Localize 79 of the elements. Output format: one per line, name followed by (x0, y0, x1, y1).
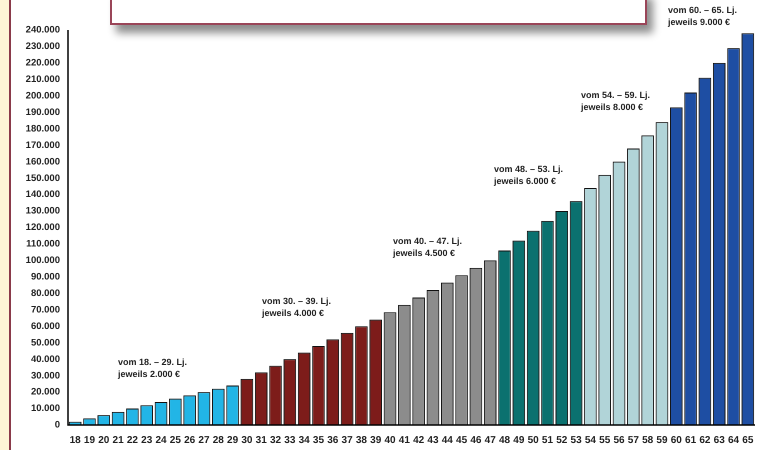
x-tick-label: 34 (298, 434, 310, 446)
x-tick-label: 39 (370, 434, 382, 446)
text: vom 60. – 65. Lj. jeweils 9.000 € (667, 4, 738, 27)
x-tick-label: 59 (656, 434, 668, 446)
x-tick-label: 62 (699, 434, 711, 446)
y-tick-label: 30.000 (30, 370, 60, 382)
x-tick-label: 29 (227, 434, 239, 446)
y-tick-label: 180.000 (26, 123, 60, 134)
y-tick-label: 100.000 (26, 255, 60, 266)
y-tick-label: 90.000 (30, 272, 60, 282)
x-tick-label: 42 (413, 434, 425, 446)
x-tick-label: 28 (212, 434, 224, 446)
x-tick-label: 55 (599, 434, 611, 446)
y-tick-label: 190.000 (26, 106, 60, 118)
y-tick-label: 150.000 (26, 172, 60, 184)
y-tick-label: 170.000 (26, 140, 60, 151)
x-tick-label: 33 (284, 434, 296, 446)
x-tick-label: 35 (312, 434, 324, 446)
x-tick-label: 64 (728, 434, 740, 446)
y-tick-label: 130.000 (26, 206, 60, 217)
x-tick-label: 53 (570, 434, 582, 446)
annotation: vom 54. – 59. Lj. jeweils 8.000 € (580, 90, 650, 112)
y-tick-label: 80.000 (30, 288, 60, 299)
x-tick-label: 24 (155, 434, 168, 446)
x-tick-label: 52 (556, 434, 568, 446)
x-tick-label: 56 (613, 434, 626, 446)
y-tick-label: 220.000 (26, 58, 60, 69)
x-tick-label: 46 (470, 434, 482, 446)
x-tick-label: 20 (98, 434, 110, 446)
x-tick-label: 44 (442, 434, 454, 446)
x-tick-label: 61 (685, 434, 697, 446)
y-tick-label: 120.000 (26, 222, 60, 234)
y-tick-label: 50.000 (30, 337, 60, 348)
x-tick-label: 23 (141, 434, 153, 446)
x-tick-label: 26 (184, 434, 196, 446)
x-tick-label: 30 (241, 434, 253, 446)
y-tick-label: 240.000 (26, 24, 60, 36)
x-tick-label: 50 (528, 434, 540, 446)
x-tick-label: 45 (456, 434, 468, 446)
x-tick-label: 63 (714, 434, 726, 446)
annotation: vom 48. – 53. Lj. jeweils 6.000 € (493, 164, 564, 186)
x-tick-label: 40 (384, 434, 396, 446)
x-tick-label: 41 (398, 434, 410, 446)
annotation: vom 18. – 29. Lj. jeweils 2.000 € (117, 356, 188, 379)
y-tick-label: 60.000 (30, 320, 60, 332)
y-tick-label: 70.000 (30, 304, 60, 316)
x-tick-label: 18 (70, 434, 82, 446)
x-tick-label: 60 (670, 434, 682, 446)
x-tick-label: 21 (112, 434, 124, 446)
x-tick-label: 22 (126, 434, 138, 446)
x-tick-label: 27 (198, 434, 210, 446)
y-tick-label: 20.000 (30, 386, 60, 398)
y-tick-label: 200.000 (26, 90, 60, 102)
y-tick-label: 210.000 (26, 74, 60, 85)
x-tick-label: 47 (484, 434, 496, 446)
annotation: vom 30. – 39. Lj. jeweils 4.000 € (261, 296, 332, 318)
y-tick-label: 160.000 (26, 156, 60, 168)
y-tick-label: 40.000 (30, 354, 60, 365)
y-tick-label: 10.000 (30, 403, 60, 414)
x-tick-label: 37 (342, 434, 354, 446)
x-tick-label: 58 (642, 434, 654, 446)
x-tick-label: 48 (498, 434, 511, 446)
y-tick-label: 0 (54, 420, 60, 431)
x-tick-label: 25 (170, 434, 182, 446)
x-tick-label: 38 (356, 434, 368, 446)
x-tick-label: 43 (427, 434, 439, 446)
x-tick-label: 65 (742, 434, 754, 446)
annotation: vom 40. – 47. Lj. jeweils 4.500 € (392, 236, 462, 258)
x-tick-label: 49 (513, 434, 525, 446)
x-tick-label: 36 (327, 434, 339, 446)
y-tick-label: 140.000 (26, 189, 60, 200)
x-tick-label: 57 (628, 434, 640, 446)
x-tick-label: 19 (84, 434, 96, 446)
y-tick-label: 110.000 (26, 238, 60, 250)
x-tick-label: 54 (584, 434, 596, 446)
y-tick-label: 230.000 (26, 41, 60, 52)
x-tick-label: 32 (270, 434, 282, 446)
x-tick-label: 31 (256, 434, 268, 446)
x-tick-label: 51 (542, 434, 554, 446)
